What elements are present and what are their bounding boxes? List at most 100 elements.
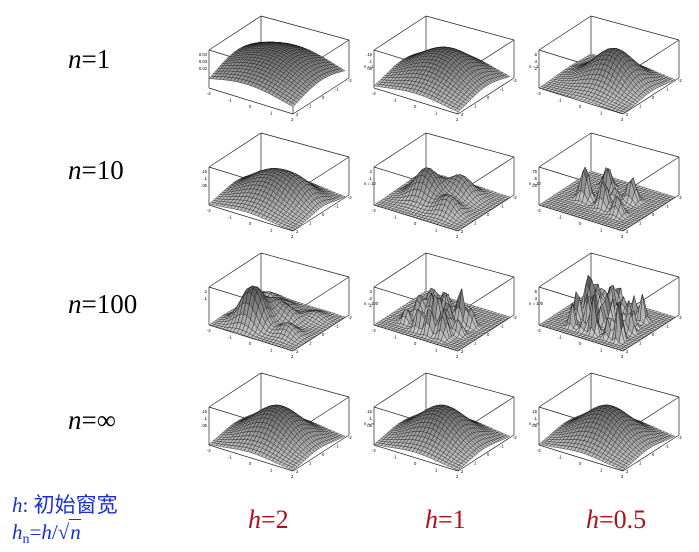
base-edge (622, 77, 680, 115)
y-tick-label: 2 (296, 229, 299, 234)
x-tick-label: -1 (228, 335, 232, 340)
base-edge (208, 204, 294, 232)
mesh-cell (454, 107, 461, 113)
x-tick-label: 1 (600, 228, 603, 233)
surface-plot-r1-c2: .15.1.05 -2 -1 0 1 2 2 1 0 -1 -2 n = 1 (362, 10, 532, 132)
x-tick-label: 0 (579, 104, 582, 109)
y-tick-label: -1 (335, 324, 339, 329)
x-tick-label: 0 (249, 104, 252, 109)
box-edge (208, 132, 262, 168)
x-tick-label: -2 (372, 91, 376, 96)
axis-tag-label: n = 10 (364, 181, 376, 186)
z-tick-label: 0.03 (199, 59, 208, 64)
y-tick-label: 2 (461, 349, 464, 354)
x-tick-label: 2 (456, 354, 459, 359)
y-tick-label: -1 (500, 204, 504, 209)
z-tick-label: .3 (369, 289, 373, 294)
x-tick-label: 2 (456, 117, 459, 122)
z-tick-label: .05 (201, 183, 207, 188)
base-edge (292, 314, 350, 352)
z-tick-label: .4 (534, 59, 538, 64)
y-tick-label: 2 (296, 112, 299, 117)
z-tick-label: .2 (204, 289, 208, 294)
z-tick-label: .2 (534, 66, 538, 71)
row-label-n1: n=1 (68, 44, 111, 74)
x-tick-label: -2 (207, 208, 211, 213)
box-edge (373, 15, 427, 51)
mesh-cell (289, 227, 296, 231)
base-edge (373, 204, 459, 232)
z-tick-label: .5 (534, 176, 538, 181)
base-edge (373, 324, 459, 352)
y-tick-label: 0 (487, 332, 490, 337)
base-edge (622, 194, 680, 232)
y-tick-label: -2 (678, 78, 682, 83)
z-tick-label: .2 (369, 296, 373, 301)
base-edge (457, 314, 515, 352)
x-tick-label: -1 (393, 335, 397, 340)
y-tick-label: -2 (513, 78, 517, 83)
x-tick-label: 0 (579, 221, 582, 226)
x-tick-label: -2 (207, 91, 211, 96)
y-tick-label: 0 (322, 212, 325, 217)
y-tick-label: 1 (474, 341, 477, 346)
z-tick-label: .2 (369, 169, 373, 174)
x-tick-label: -2 (207, 328, 211, 333)
surface-mesh (538, 166, 676, 232)
y-tick-label: 1 (474, 104, 477, 109)
y-tick-label: -1 (665, 87, 669, 92)
z-tick-label: .15 (366, 52, 372, 57)
y-tick-label: -2 (513, 315, 517, 320)
x-tick-label: 1 (270, 111, 273, 116)
box-edge (538, 15, 592, 51)
box-edge (208, 15, 262, 51)
box-edge (425, 252, 515, 278)
z-tick-label: .6 (534, 52, 538, 57)
base-edge (208, 87, 294, 115)
surface-plot-r2-c2: .2.1 -2 -1 0 1 2 2 1 0 -1 -2 n = 10 (362, 127, 532, 249)
base-edge (538, 87, 624, 115)
z-tick-label: .15 (201, 169, 207, 174)
surface-plot-r3-c3: .5.3 -2 -1 0 1 2 2 1 0 -1 -2 n = 100 (527, 247, 697, 369)
surface-plot-r3-c2: .3.2.1 -2 -1 0 1 2 2 1 0 -1 -2 n = 100 (362, 247, 532, 369)
base-edge (457, 194, 515, 232)
base-edge (208, 324, 294, 352)
z-tick-label: 0.02 (199, 66, 208, 71)
surface-mesh (538, 48, 676, 114)
base-edge (292, 77, 350, 115)
x-tick-label: 2 (456, 234, 459, 239)
x-tick-label: 2 (291, 117, 294, 122)
axis-tag-label: n = 100 (364, 301, 379, 306)
y-tick-label: -2 (513, 195, 517, 200)
x-tick-label: -1 (228, 98, 232, 103)
box-edge (590, 15, 680, 41)
x-tick-label: 0 (414, 104, 417, 109)
x-tick-label: 0 (249, 341, 252, 346)
y-tick-label: 0 (487, 212, 490, 217)
y-tick-label: 2 (461, 112, 464, 117)
surface-plot-r2-c3: .75.5.25 -2 -1 0 1 2 2 1 0 -1 -2 n = 10 (527, 127, 697, 249)
surface-mesh (373, 46, 511, 113)
x-tick-label: -2 (372, 328, 376, 333)
axis-tag-label: n = 1 (364, 64, 374, 69)
x-tick-label: 1 (435, 111, 438, 116)
z-tick-label: .1 (204, 296, 208, 301)
y-tick-label: 0 (487, 95, 490, 100)
surface-plot-r1-c1: 0.04 0.03 0.02 -2 -1 0 1 2 2 1 0 -1 -2 (197, 10, 367, 132)
box-edge (538, 252, 592, 288)
x-tick-label: -2 (537, 208, 541, 213)
y-tick-label: -2 (348, 78, 352, 83)
box-edge (590, 252, 680, 278)
x-tick-label: -1 (558, 98, 562, 103)
surface-mesh (208, 168, 346, 231)
box-edge (208, 252, 262, 288)
x-tick-label: 1 (600, 111, 603, 116)
x-tick-label: -1 (393, 215, 397, 220)
